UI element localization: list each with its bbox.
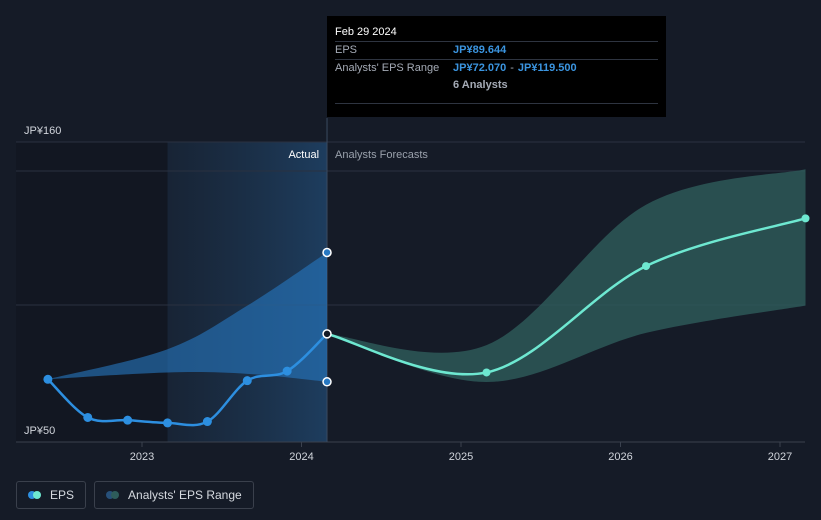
eps-tooltip: Feb 29 2024 EPS JP¥89.644 Analysts' EPS …	[327, 16, 666, 117]
tooltip-analysts-count: 6 Analysts	[453, 79, 508, 91]
tooltip-range-separator: -	[510, 62, 514, 74]
eps-actual-point	[83, 412, 93, 422]
x-tick-label: 2023	[130, 451, 154, 463]
y-tick-label: JP¥50	[24, 425, 55, 437]
eps-forecast-point	[642, 262, 651, 271]
legend-range-button[interactable]: Analysts' EPS Range	[94, 481, 254, 509]
tooltip-eps-value: JP¥89.644	[453, 44, 507, 56]
tooltip-divider	[335, 103, 658, 104]
actual-region-label: Actual	[288, 149, 319, 161]
eps-actual-point	[282, 366, 292, 376]
tooltip-range-row: Analysts' EPS Range JP¥72.070 - JP¥119.5…	[335, 59, 658, 77]
eps-forecast-line	[326, 217, 806, 376]
eps-swatch-icon	[28, 491, 42, 499]
legend-eps-label: EPS	[50, 488, 75, 502]
eps-actual-point	[43, 374, 53, 384]
forecast-range-band	[327, 169, 806, 383]
y-tick-label: JP¥160	[24, 125, 61, 137]
eps-actual-point	[202, 417, 212, 427]
range-low-point	[322, 377, 332, 387]
range-high-point	[322, 247, 332, 258]
x-tick-label: 2026	[608, 451, 632, 463]
tooltip-date: Feb 29 2024	[335, 26, 397, 38]
eps-actual-point	[163, 418, 173, 428]
range-swatch-icon	[106, 491, 120, 499]
eps-actual-point	[242, 376, 252, 386]
tooltip-range-high: JP¥119.500	[517, 62, 577, 74]
eps-forecast-point	[801, 214, 810, 223]
x-tick-label: 2025	[449, 451, 473, 463]
eps-actual-point	[123, 415, 133, 425]
x-tick-label: 2027	[768, 451, 792, 463]
x-tick-label: 2024	[289, 451, 313, 463]
history-zone	[16, 142, 168, 442]
eps-actual-point	[322, 329, 332, 339]
forecast-region-label: Analysts Forecasts	[335, 149, 428, 161]
tooltip-eps-row: EPS JP¥89.644	[335, 41, 658, 59]
tooltip-eps-label: EPS	[335, 44, 358, 56]
tooltip-analysts-row: 6 Analysts	[335, 77, 658, 94]
actual-range-band	[47, 252, 328, 382]
eps-forecast-point	[482, 368, 491, 377]
tooltip-range-low: JP¥72.070	[453, 62, 507, 74]
tooltip-range-label: Analysts' EPS Range	[335, 62, 440, 74]
chart-legend: EPS Analysts' EPS Range	[16, 481, 254, 509]
legend-range-label: Analysts' EPS Range	[128, 488, 242, 502]
legend-eps-button[interactable]: EPS	[16, 481, 87, 509]
